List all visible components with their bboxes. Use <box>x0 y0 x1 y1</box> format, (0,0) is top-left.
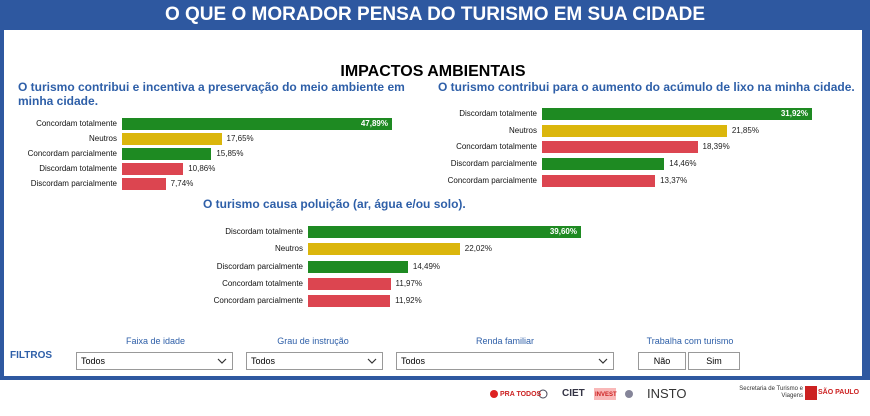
value-label: 11,92% <box>395 296 422 306</box>
bar <box>542 174 656 187</box>
pra-todos-logo: PRA TODOS <box>500 391 542 398</box>
value-label: 14,49% <box>412 261 441 271</box>
bar <box>122 133 222 145</box>
bar <box>122 178 166 190</box>
bar <box>308 226 581 238</box>
insto-logo: INSTO <box>647 386 687 401</box>
bar <box>308 295 391 308</box>
invest-logo-icon <box>594 388 616 400</box>
tourism-filter-label: Trabalha com turismo <box>646 336 734 346</box>
category-label: Concordam parcialmente <box>447 175 537 185</box>
bar <box>308 277 391 290</box>
category-label: Concordam parcialmente <box>213 296 303 306</box>
income-select[interactable]: Todos <box>396 352 614 370</box>
income-select-value: Todos <box>401 356 426 366</box>
bar <box>122 163 184 175</box>
secretaria-logo: Secretaria de Turismo e Viagens <box>739 386 803 399</box>
chevron-down-icon <box>367 358 377 364</box>
value-label: 11,97% <box>395 278 423 288</box>
filters-label: FILTROS <box>10 350 53 361</box>
value-label: 39,60% <box>549 227 577 236</box>
category-label: Discordam parcialmente <box>30 179 117 188</box>
category-label: Discordam parcialmente <box>216 261 303 271</box>
category-label: Concordam totalmente <box>222 278 303 288</box>
age-select[interactable]: Todos <box>76 352 233 370</box>
education-select-value: Todos <box>251 356 276 366</box>
value-label: 10,86% <box>188 164 216 173</box>
category-label: Concordam totalmente <box>456 142 537 152</box>
chevron-down-icon <box>598 358 608 364</box>
bar <box>308 243 460 256</box>
bar <box>308 260 408 273</box>
bar <box>542 124 727 137</box>
bar <box>542 158 665 171</box>
tourism-yes-button[interactable]: Sim <box>688 352 740 370</box>
income-filter-label: Renda familiar <box>475 336 535 346</box>
category-label: Neutros <box>508 125 537 135</box>
age-filter-label: Faixa de idade <box>125 336 186 346</box>
page-title: O QUE O MORADOR PENSA DO TURISMO EM SUA … <box>164 4 706 25</box>
tourism-no-button[interactable]: Não <box>638 352 686 370</box>
footer <box>0 380 870 411</box>
sao-paulo-logo: SÃO PAULO <box>818 389 860 396</box>
section-subtitle: IMPACTOS AMBIENTAIS <box>340 63 526 80</box>
category-label: Discordam totalmente <box>225 227 303 236</box>
chart-title-trash: O turismo contribui para o aumento do ac… <box>438 80 855 94</box>
chart-title-pollution: O turismo causa poluição (ar, água e/ou … <box>203 197 466 211</box>
sao-paulo-flag-icon <box>805 386 817 400</box>
education-select[interactable]: Todos <box>246 352 383 370</box>
bar <box>542 108 812 120</box>
chart-title-preservation: O turismo contribui e incentiva a preser… <box>18 80 405 108</box>
value-label: 7,74% <box>170 179 194 188</box>
category-label: Concordam parcialmente <box>27 149 117 158</box>
chevron-down-icon <box>217 358 227 364</box>
value-label: 17,65% <box>226 134 254 143</box>
value-label: 22,02% <box>464 244 492 254</box>
invest-logo: INVEST <box>595 392 617 398</box>
dashboard-panel: IMPACTOS AMBIENTAIS <box>4 30 862 376</box>
ciet-logo: CIET <box>562 388 585 399</box>
value-label: 18,39% <box>702 142 730 152</box>
value-label: 21,85% <box>731 125 759 135</box>
footer-logos <box>490 386 817 400</box>
education-filter-label: Grau de instrução <box>277 336 349 346</box>
value-label: 31,92% <box>780 109 808 118</box>
age-select-value: Todos <box>81 356 106 366</box>
bar <box>122 118 392 130</box>
category-label: Discordam totalmente <box>459 109 537 118</box>
category-label: Neutros <box>274 244 303 254</box>
category-label: Discordam parcialmente <box>450 159 537 169</box>
globe-logo-icon <box>538 389 548 399</box>
bar <box>542 141 698 154</box>
value-label: 47,89% <box>360 119 388 128</box>
value-label: 14,46% <box>669 159 697 169</box>
category-label: Concordam totalmente <box>36 119 117 128</box>
category-label: Neutros <box>88 134 117 143</box>
pra-todos-logo-icon <box>490 390 498 398</box>
round-logo-icon <box>625 390 633 398</box>
bar <box>122 148 212 160</box>
value-label: 13,37% <box>660 175 688 185</box>
value-label: 15,85% <box>216 149 244 158</box>
category-label: Discordam totalmente <box>39 164 117 173</box>
